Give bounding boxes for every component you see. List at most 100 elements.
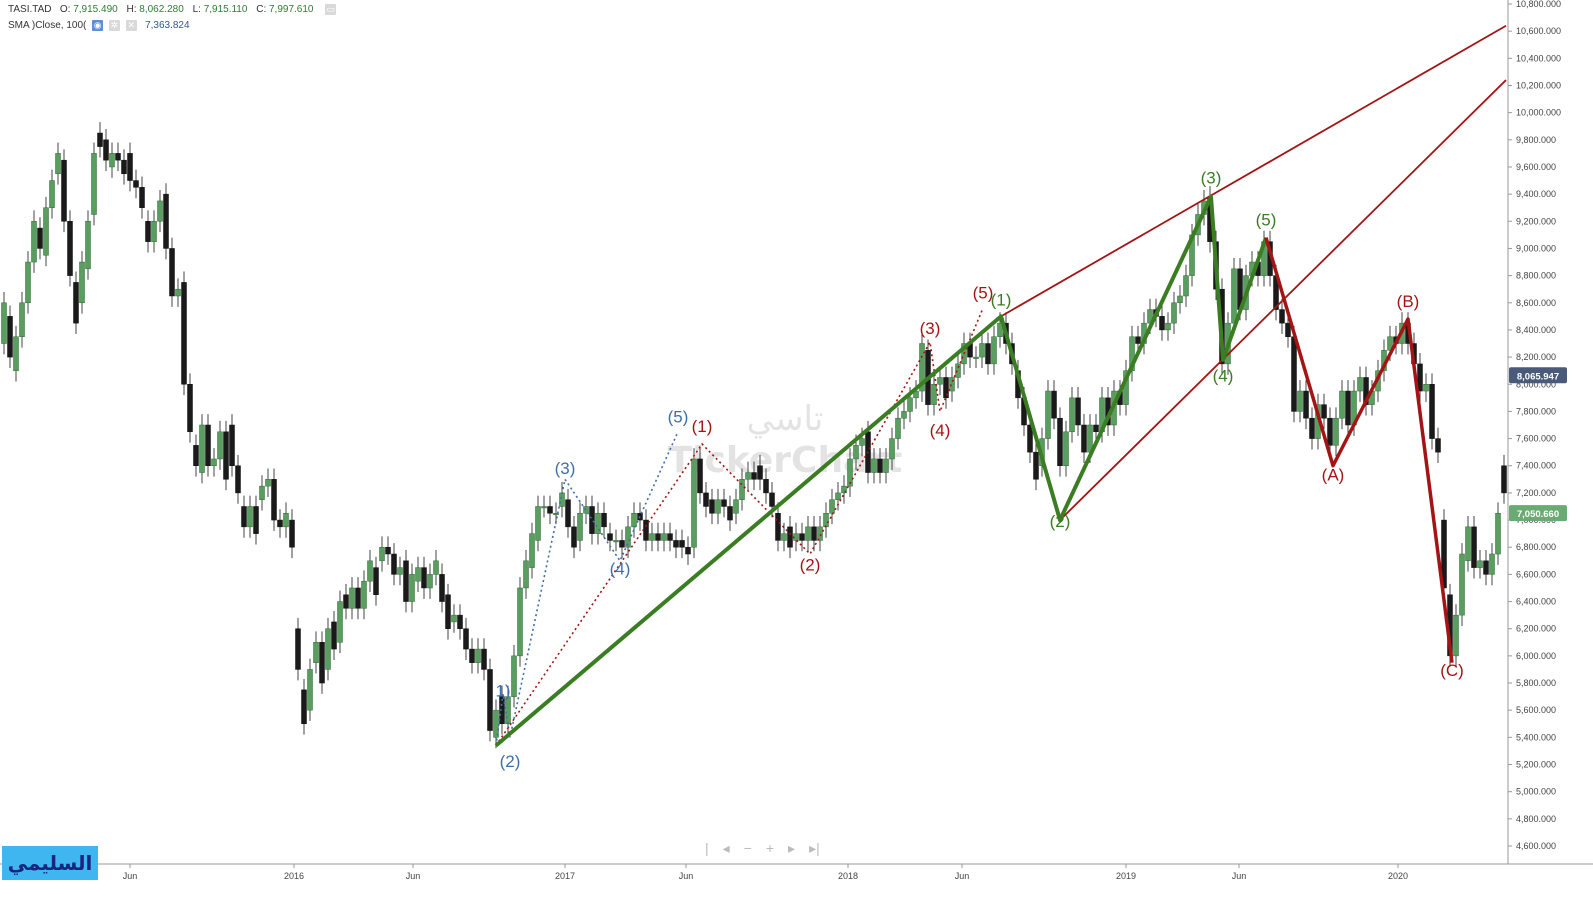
y-tick-label: 7,600.000 — [1516, 434, 1556, 444]
candle-body — [559, 492, 565, 507]
candle-body — [271, 479, 277, 521]
candle-body — [319, 642, 325, 684]
candle-body — [367, 560, 373, 582]
candle-body — [565, 499, 571, 528]
candle-body — [1465, 526, 1471, 562]
y-tick-label: 10,800.000 — [1516, 0, 1561, 9]
nav-last-icon[interactable]: ▸| — [809, 840, 820, 856]
y-tick-label: 4,600.000 — [1516, 841, 1556, 851]
candle-body — [439, 574, 445, 602]
y-tick-label: 9,200.000 — [1516, 216, 1556, 226]
open-value: 7,915.490 — [73, 4, 118, 16]
candle-body — [1051, 390, 1057, 419]
visibility-icon[interactable]: ◉ — [92, 20, 104, 31]
candle-body — [331, 621, 337, 650]
candle-body — [169, 248, 175, 297]
ohlc-header: TASI.TAD O: 7,915.490 H: 8,062.280 L: 7,… — [8, 4, 337, 16]
settings-icon[interactable]: ✲ — [108, 20, 120, 31]
candle-body — [151, 221, 157, 242]
watermark-arabic: تاسي — [747, 399, 824, 439]
candle-body — [91, 153, 97, 215]
candle-body — [241, 506, 247, 528]
candle-body — [529, 533, 535, 568]
candle-body — [1285, 322, 1291, 337]
candle-body — [157, 200, 163, 222]
candle-body — [139, 187, 145, 208]
candle-body — [1477, 560, 1483, 568]
candle-body — [193, 445, 199, 466]
header-menu-icon[interactable]: ▭ — [325, 4, 337, 15]
candle-body — [871, 458, 877, 473]
candle-body — [499, 696, 505, 725]
low-label: L: — [192, 4, 201, 16]
candle-body — [655, 533, 661, 541]
zoom-in-icon[interactable]: + — [765, 840, 775, 856]
candle-body — [409, 574, 415, 602]
candle-body — [829, 499, 835, 514]
candle-body — [1423, 384, 1429, 392]
candle-body — [301, 689, 307, 725]
candle-body — [643, 519, 649, 541]
price-tag-label: 8,065.947 — [1517, 371, 1559, 382]
candle-body — [1435, 438, 1441, 453]
candle-body — [649, 533, 655, 541]
candle-body — [37, 227, 43, 249]
price-tag-box — [1509, 505, 1567, 522]
candle-body — [1165, 322, 1171, 331]
candle-body — [361, 580, 367, 609]
candle-body — [973, 356, 979, 359]
candle-body — [943, 377, 949, 399]
close-icon[interactable]: ✕ — [125, 20, 137, 31]
candle-body — [919, 343, 925, 392]
candle-body — [895, 417, 901, 439]
candle-body — [253, 506, 259, 534]
close-label: C: — [256, 4, 267, 16]
candle-body — [553, 513, 559, 516]
wave-label: (2) — [500, 752, 521, 771]
candle-body — [601, 513, 607, 528]
candle-body — [673, 540, 679, 548]
price-tag-box — [1509, 367, 1567, 384]
candle-body — [661, 533, 667, 541]
candle-body — [1459, 553, 1465, 616]
nav-first-icon[interactable]: | — [705, 840, 709, 856]
zoom-out-icon[interactable]: − — [743, 840, 752, 856]
y-tick-label: 4,800.000 — [1516, 814, 1556, 824]
candle-body — [211, 458, 217, 466]
wave-label: (A) — [1322, 466, 1345, 485]
candle-body — [205, 424, 211, 466]
candle-body — [1387, 336, 1393, 351]
sma-value: 7,363.824 — [145, 20, 190, 32]
candle-body — [751, 472, 757, 480]
candle-body — [1453, 614, 1459, 657]
candle-body — [67, 221, 73, 276]
candle-body — [31, 221, 37, 263]
candle-body — [127, 153, 133, 181]
candle-body — [907, 397, 913, 412]
candle-body — [445, 594, 451, 629]
candle-body — [853, 445, 859, 460]
red-subwave-path — [495, 307, 984, 746]
y-tick-label: 9,800.000 — [1516, 135, 1556, 145]
x-tick-label: Jun — [955, 871, 970, 881]
blue-subwave-path — [495, 431, 679, 746]
nav-prev-icon[interactable]: ◂ — [722, 840, 730, 856]
y-tick-label: 9,400.000 — [1516, 189, 1556, 199]
candle-body — [475, 648, 481, 663]
nav-next-icon[interactable]: ▸ — [788, 840, 796, 856]
candle-body — [1333, 417, 1339, 446]
candle-body — [1135, 336, 1141, 344]
candle-body — [571, 526, 577, 548]
candle-body — [391, 553, 397, 575]
candle-body — [859, 438, 865, 446]
candle-body — [313, 642, 319, 663]
candle-body — [1069, 397, 1075, 433]
candle-body — [337, 601, 343, 643]
y-tick-label: 10,200.000 — [1516, 80, 1561, 90]
candle-body — [1417, 363, 1423, 392]
candle-body — [295, 628, 301, 670]
red-abc-correction — [1264, 237, 1454, 663]
wave-label: (B) — [1397, 292, 1420, 311]
candle-body — [1027, 424, 1033, 453]
candle-body — [1045, 390, 1051, 439]
